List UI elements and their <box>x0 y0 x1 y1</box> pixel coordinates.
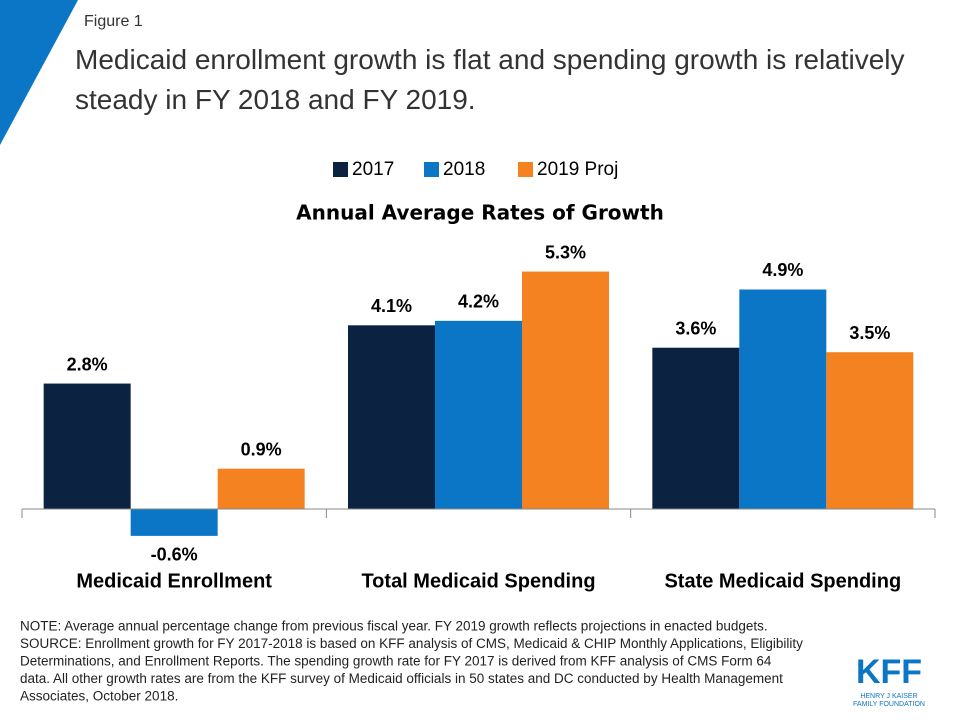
bar <box>652 347 740 509</box>
note-line: Associates, October 2018. <box>20 689 178 704</box>
logo-name: KFF <box>856 653 922 691</box>
legend-label: 2017 <box>352 159 394 180</box>
figure-label: Figure 1 <box>84 13 143 30</box>
note-line: NOTE: Average annual percentage change f… <box>20 619 768 634</box>
corner-decoration <box>0 0 78 145</box>
data-label: 5.3% <box>545 242 586 262</box>
bar <box>217 468 305 509</box>
bar <box>522 271 609 509</box>
bar <box>826 352 914 509</box>
bar <box>130 509 218 536</box>
chart-subtitle: Annual Average Rates of Growth <box>296 201 664 225</box>
bar <box>348 325 435 509</box>
note-line: data. All other growth rates are from th… <box>20 671 783 686</box>
legend-label: 2019 Proj <box>537 159 618 180</box>
chart-title: Medicaid enrollment growth is flat and s… <box>75 44 905 115</box>
data-label: 0.9% <box>241 439 282 459</box>
note-line: Determinations, and Enrollment Reports. … <box>20 654 772 669</box>
bar <box>739 289 827 509</box>
legend-swatch <box>333 162 348 177</box>
data-label: -0.6% <box>151 545 198 565</box>
bar <box>435 320 522 509</box>
x-tick-label: Medicaid Enrollment <box>76 570 272 592</box>
data-label: 2.8% <box>67 354 108 374</box>
x-tick-label: State Medicaid Spending <box>664 570 901 592</box>
legend-swatch <box>424 162 439 177</box>
data-label: 4.2% <box>458 292 499 312</box>
data-label: 4.9% <box>762 260 803 280</box>
data-label: 3.5% <box>849 323 890 343</box>
legend-label: 2018 <box>443 159 485 180</box>
legend-swatch <box>518 162 533 177</box>
logo-line: FAMILY FOUNDATION <box>853 701 925 708</box>
note-line: SOURCE: Enrollment growth for FY 2017-20… <box>20 636 803 651</box>
data-label: 4.1% <box>371 296 412 316</box>
logo-line: HENRY J KAISER <box>860 693 917 700</box>
bar <box>43 383 131 509</box>
data-label: 3.6% <box>675 318 716 338</box>
x-tick-label: Total Medicaid Spending <box>361 570 595 592</box>
